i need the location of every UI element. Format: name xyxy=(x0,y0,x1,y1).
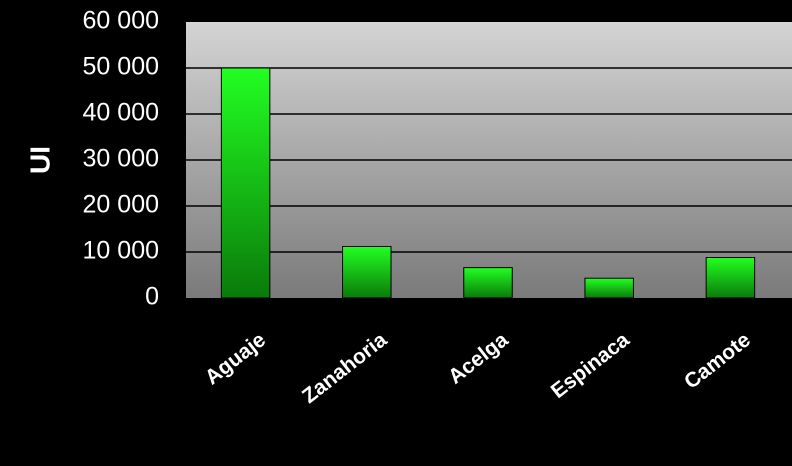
y-tick-label: 50 000 xyxy=(83,53,159,81)
y-tick-label: 10 000 xyxy=(83,237,159,265)
bar-zanahoria xyxy=(342,245,392,299)
y-tick-label: 60 000 xyxy=(83,7,159,35)
bars xyxy=(220,67,756,299)
bar-aguaje xyxy=(220,67,271,299)
x-tick-label: Aguaje xyxy=(201,328,270,389)
y-tick-label: 0 xyxy=(145,283,159,311)
y-axis-ticks: 0 10 000 20 000 30 000 40 000 50 000 60 000 xyxy=(83,7,159,311)
x-tick-label: Zanahoria xyxy=(298,328,391,408)
x-axis-categories: Aguaje Zanahoria Acelga Espinaca Camote xyxy=(201,328,755,408)
y-tick-label: 30 000 xyxy=(83,145,159,173)
gridlines xyxy=(186,67,792,253)
x-tick-label: Acelga xyxy=(444,328,513,389)
x-tick-label: Camote xyxy=(680,328,755,394)
y-tick-label: 20 000 xyxy=(83,191,159,219)
y-axis-title: UI xyxy=(24,146,55,174)
bar-acelga xyxy=(463,267,513,299)
bar-espinaca xyxy=(584,277,634,299)
y-tick-label: 40 000 xyxy=(83,99,159,127)
bar-camote xyxy=(705,257,756,299)
x-tick-label: Espinaca xyxy=(547,328,634,403)
